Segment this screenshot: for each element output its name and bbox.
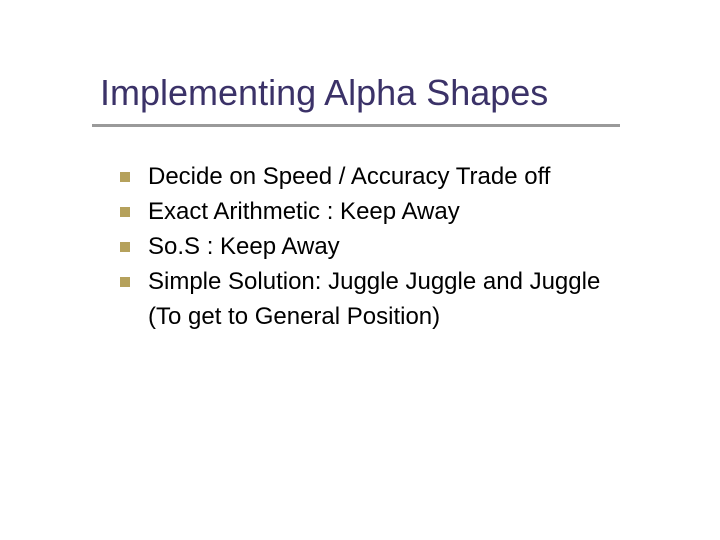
square-bullet-icon (120, 172, 130, 182)
square-bullet-icon (120, 242, 130, 252)
list-item-text: Simple Solution: Juggle Juggle and Juggl… (148, 265, 600, 298)
title-underline (92, 124, 620, 127)
list-item: Simple Solution: Juggle Juggle and Juggl… (120, 265, 660, 298)
list-item: Exact Arithmetic : Keep Away (120, 195, 660, 228)
square-bullet-icon (120, 207, 130, 217)
slide-title: Implementing Alpha Shapes (100, 72, 548, 114)
slide: Implementing Alpha Shapes Decide on Spee… (0, 0, 720, 540)
slide-body: Decide on Speed / Accuracy Trade off Exa… (120, 160, 660, 333)
list-item-continuation: (To get to General Position) (148, 300, 660, 333)
list-item-text: Decide on Speed / Accuracy Trade off (148, 160, 550, 193)
square-bullet-icon (120, 277, 130, 287)
list-item: Decide on Speed / Accuracy Trade off (120, 160, 660, 193)
list-item: So.S : Keep Away (120, 230, 660, 263)
list-item-text: Exact Arithmetic : Keep Away (148, 195, 460, 228)
list-item-text: So.S : Keep Away (148, 230, 340, 263)
